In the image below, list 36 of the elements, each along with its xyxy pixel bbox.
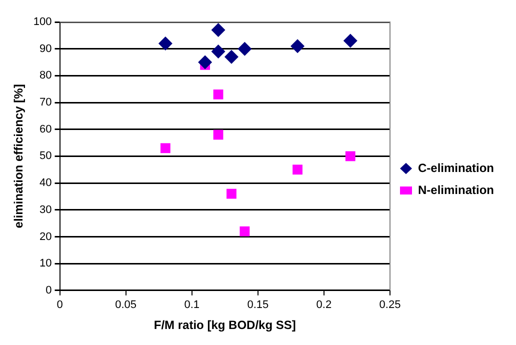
point [224, 50, 238, 64]
y-tick-label: 90 [40, 42, 52, 55]
y-tick-label: 70 [40, 96, 52, 109]
y-tick-label: 100 [33, 16, 52, 28]
y-tick-label: 80 [40, 70, 52, 82]
point [238, 42, 252, 56]
x-tick-label: 0.1 [184, 299, 200, 312]
y-axis-title: elimination efficiency [%] [12, 84, 26, 228]
y-tick-label: 0 [46, 284, 52, 296]
y-tick-label: 30 [40, 204, 52, 216]
x-axis-title: F/M ratio [kg BOD/kg SS] [154, 318, 296, 332]
point [240, 226, 250, 236]
x-tick-label: 0.2 [316, 299, 332, 312]
legend-label: N-elimination [418, 182, 494, 197]
point [160, 143, 170, 154]
point [290, 39, 305, 54]
legend-label: C-elimination [418, 160, 494, 175]
point [292, 164, 302, 175]
point [343, 34, 358, 48]
x-tick-label: 0.15 [247, 299, 269, 312]
y-tick-label: 40 [40, 177, 52, 190]
point [198, 55, 212, 70]
y-tick-label: 50 [40, 150, 52, 162]
x-tick-label: 0 [56, 299, 63, 312]
y-tick-label: 20 [40, 230, 52, 243]
point [158, 36, 172, 50]
point [226, 188, 236, 199]
point [345, 151, 356, 162]
point [211, 23, 226, 38]
y-tick-label: 60 [40, 123, 52, 136]
x-tick-label: 0.05 [115, 299, 137, 312]
point [213, 90, 224, 100]
y-tick-label: 10 [40, 258, 52, 270]
point [211, 44, 226, 59]
x-tick-label: 0.25 [379, 299, 401, 312]
point [213, 130, 224, 140]
